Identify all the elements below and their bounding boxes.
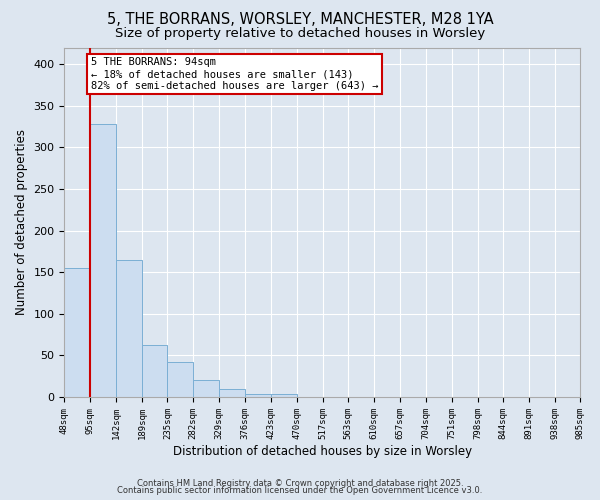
Bar [116,260,142,397]
X-axis label: Distribution of detached houses by size in Worsley: Distribution of detached houses by size … [173,444,472,458]
Text: 5, THE BORRANS, WORSLEY, MANCHESTER, M28 1YA: 5, THE BORRANS, WORSLEY, MANCHESTER, M28… [107,12,493,28]
Bar [90,124,116,397]
Bar [245,394,271,397]
Bar [193,380,219,397]
Bar [271,394,297,397]
Text: 5 THE BORRANS: 94sqm
← 18% of detached houses are smaller (143)
82% of semi-deta: 5 THE BORRANS: 94sqm ← 18% of detached h… [91,58,379,90]
Text: Contains HM Land Registry data © Crown copyright and database right 2025.: Contains HM Land Registry data © Crown c… [137,478,463,488]
Bar [219,390,245,397]
Y-axis label: Number of detached properties: Number of detached properties [15,129,28,315]
Bar [142,344,167,397]
Bar [64,268,90,397]
Text: Contains public sector information licensed under the Open Government Licence v3: Contains public sector information licen… [118,486,482,495]
Text: Size of property relative to detached houses in Worsley: Size of property relative to detached ho… [115,28,485,40]
Bar [167,362,193,397]
